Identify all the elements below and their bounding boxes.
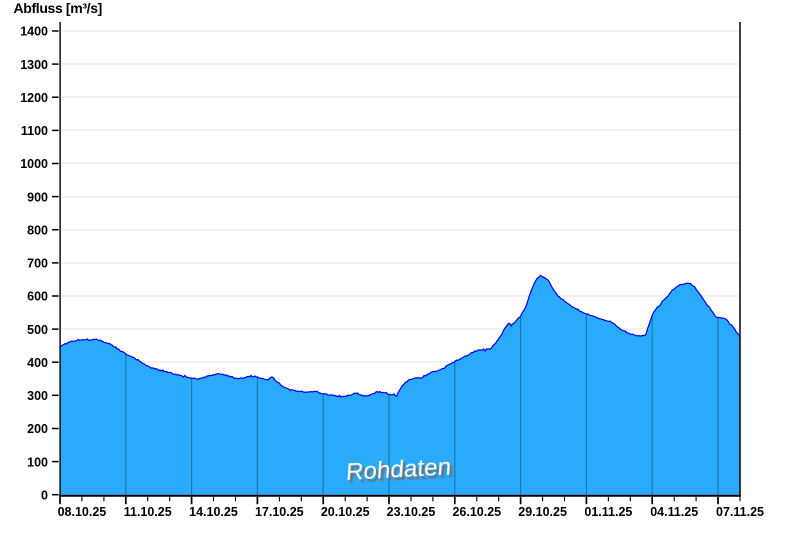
svg-text:0: 0 xyxy=(41,488,48,502)
svg-text:700: 700 xyxy=(27,257,48,271)
svg-text:1300: 1300 xyxy=(20,58,48,72)
svg-text:1400: 1400 xyxy=(20,25,48,39)
svg-text:29.10.25: 29.10.25 xyxy=(518,505,567,519)
svg-text:23.10.25: 23.10.25 xyxy=(387,505,436,519)
svg-text:26.10.25: 26.10.25 xyxy=(452,505,501,519)
svg-text:17.10.25: 17.10.25 xyxy=(255,505,304,519)
svg-text:20.10.25: 20.10.25 xyxy=(321,505,370,519)
svg-text:07.11.25: 07.11.25 xyxy=(716,505,764,519)
svg-text:400: 400 xyxy=(27,356,48,370)
svg-text:1000: 1000 xyxy=(20,157,48,171)
svg-text:1100: 1100 xyxy=(21,124,48,138)
svg-text:1200: 1200 xyxy=(20,91,48,105)
svg-text:100: 100 xyxy=(27,455,48,469)
svg-text:Abfluss [m³/s]: Abfluss [m³/s] xyxy=(14,0,102,16)
svg-text:11.10.25: 11.10.25 xyxy=(124,505,172,519)
svg-text:Rohdaten: Rohdaten xyxy=(345,453,452,486)
svg-text:04.11.25: 04.11.25 xyxy=(650,505,698,519)
svg-text:500: 500 xyxy=(27,323,48,337)
svg-text:200: 200 xyxy=(27,422,48,436)
svg-text:900: 900 xyxy=(27,190,48,204)
svg-text:08.10.25: 08.10.25 xyxy=(58,505,107,519)
svg-text:14.10.25: 14.10.25 xyxy=(189,505,238,519)
svg-text:01.11.25: 01.11.25 xyxy=(584,505,632,519)
svg-text:600: 600 xyxy=(27,290,48,304)
svg-text:300: 300 xyxy=(27,389,48,403)
svg-text:800: 800 xyxy=(27,223,48,237)
